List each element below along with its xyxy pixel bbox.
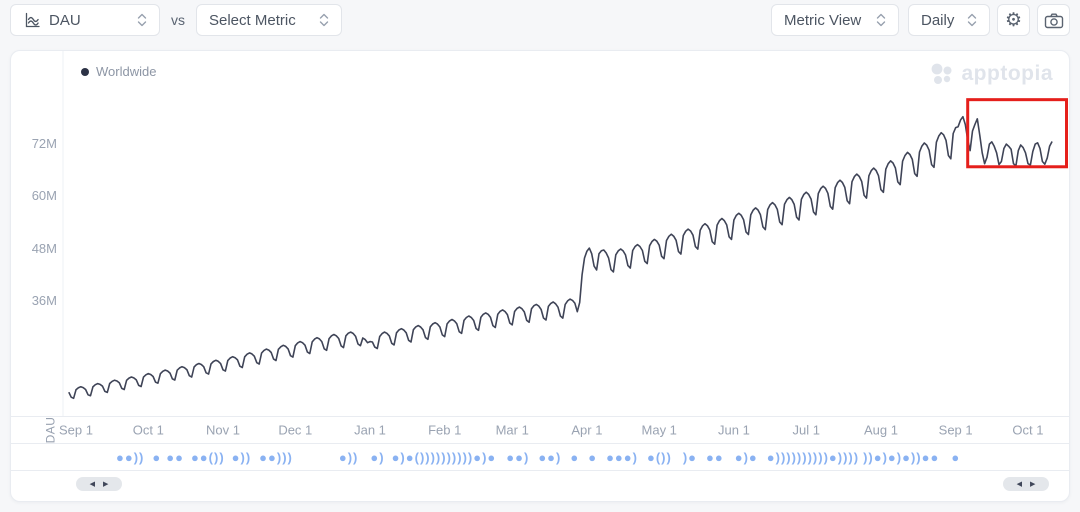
chevron-updown-icon: [137, 12, 147, 28]
chevron-updown-icon: [319, 12, 329, 28]
release-marker-group[interactable]: ●●: [706, 449, 724, 465]
release-marker-group[interactable]: ●()): [646, 449, 672, 465]
x-tick-label: Aug 1: [863, 422, 898, 438]
scrollbar-left-handle[interactable]: ◀ ▶: [76, 477, 122, 491]
chevron-updown-icon: [876, 12, 886, 28]
x-tick-label: Jan 1: [354, 422, 386, 438]
apptopia-wordmark: apptopia: [961, 62, 1053, 85]
x-tick-label: Feb 1: [428, 422, 462, 438]
release-marker-group[interactable]: ●)●())))))))))●)●: [391, 449, 497, 465]
y-tick-label: 48M: [31, 240, 57, 256]
secondary-metric-label: Select Metric: [209, 11, 296, 29]
release-marker-group[interactable]: ●●●): [606, 449, 638, 465]
release-marker-group[interactable]: ●)●: [734, 449, 758, 465]
release-marker-group[interactable]: ●●)): [116, 449, 145, 465]
x-tick-label: May 1: [641, 422, 677, 438]
granularity-label: Daily: [921, 11, 955, 29]
line-chart-icon: [23, 11, 41, 29]
metric-view-dropdown[interactable]: Metric View: [771, 4, 899, 36]
release-marker-group[interactable]: ●●): [538, 449, 562, 465]
release-marker-group[interactable]: ●●: [166, 449, 184, 465]
release-marker-group[interactable]: ●●))): [259, 449, 293, 465]
y-tick-label: 72M: [31, 136, 57, 152]
release-marker-group[interactable]: ●: [570, 449, 580, 465]
release-marker-group[interactable]: ●))))))))))●)))): [766, 449, 860, 465]
primary-metric-label: DAU: [49, 11, 81, 29]
x-tick-label: Apr 1: [571, 422, 603, 438]
worldwide-dau-line: [68, 115, 1053, 400]
release-marker-group[interactable]: ●): [370, 449, 385, 465]
settings-button[interactable]: ⚙: [997, 4, 1030, 36]
top-toolbar: DAU vs Select Metric Metric View Daily: [10, 4, 1070, 36]
legend[interactable]: Worldwide: [81, 64, 156, 79]
release-marker-group[interactable]: ●: [588, 449, 598, 465]
x-axis-row: Sep 1 Oct 1 Nov 1 Dec 1 Jan 1 Feb 1 Mar 1 Apr 1…: [11, 416, 1069, 443]
secondary-metric-dropdown[interactable]: Select Metric: [196, 4, 342, 36]
legend-dot-icon: [81, 67, 89, 76]
release-marker-group[interactable]: ●)): [338, 449, 359, 465]
release-marker-group[interactable]: )●: [682, 449, 697, 465]
timeline-scrollbar-row: ◀ ▶ ◀ ▶: [11, 470, 1069, 501]
release-marker-group[interactable]: ●●()): [190, 449, 225, 465]
x-tick-label: Jul 1: [792, 422, 820, 438]
x-tick-label: Jun 1: [718, 422, 750, 438]
screenshot-button[interactable]: [1037, 4, 1070, 36]
metric-view-label: Metric View: [784, 11, 862, 29]
x-tick-label: Oct 1: [132, 422, 164, 438]
gear-icon: ⚙: [1004, 9, 1023, 31]
y-tick-label: 36M: [31, 293, 57, 308]
release-marker-group[interactable]: ●●): [506, 449, 530, 465]
scrollbar-right-handle[interactable]: ◀ ▶: [1003, 477, 1049, 491]
legend-label: Worldwide: [96, 64, 157, 79]
scroll-right-icon[interactable]: ▶: [103, 480, 109, 488]
x-tick-label: Mar 1: [495, 422, 529, 438]
x-tick-label: Sep 1: [938, 422, 973, 438]
x-tick-label: Sep 1: [59, 422, 93, 438]
apptopia-watermark: apptopia: [930, 62, 1054, 86]
x-tick-label: Nov 1: [206, 422, 240, 438]
chart-plot-area[interactable]: Worldwide apptopia 72M 60M 48M 36M DAU: [11, 51, 1069, 443]
vs-label: vs: [171, 12, 185, 28]
highlight-annotation-box: [966, 98, 1069, 169]
y-axis-title: DAU: [43, 416, 58, 444]
y-tick-label: 60M: [31, 188, 57, 204]
dau-line-chart: [62, 51, 1069, 416]
primary-metric-dropdown[interactable]: DAU: [10, 4, 160, 36]
x-tick-label: Dec 1: [278, 422, 313, 438]
x-tick-label: Oct 1: [1012, 422, 1044, 438]
scroll-right-icon[interactable]: ▶: [1030, 480, 1036, 488]
release-marker-group[interactable]: ●)): [231, 449, 252, 465]
scroll-left-icon[interactable]: ◀: [89, 480, 95, 488]
chart-panel: Worldwide apptopia 72M 60M 48M 36M DAU Sep …: [10, 50, 1070, 502]
granularity-dropdown[interactable]: Daily: [908, 4, 990, 36]
release-marker-group[interactable]: ))●)●)●))●●: [863, 449, 940, 465]
release-markers-row: ●●)) ● ●● ●●()) ●)) ●●))) ●)) ●) ●)●())))))))))●…: [11, 443, 1069, 470]
apptopia-logo-icon: [930, 63, 955, 86]
release-marker-group[interactable]: ●: [152, 449, 162, 465]
chevron-updown-icon: [967, 12, 977, 28]
release-marker-group[interactable]: ●: [951, 449, 961, 465]
scroll-left-icon[interactable]: ◀: [1016, 480, 1022, 488]
camera-icon: [1044, 12, 1064, 29]
